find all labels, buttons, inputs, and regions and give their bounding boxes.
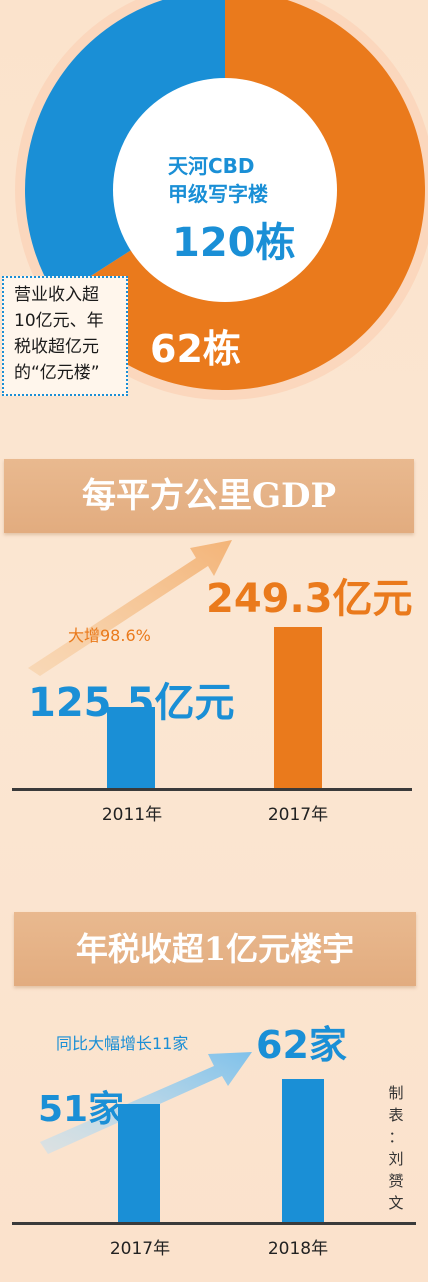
tax-value-2018: 62家 — [256, 1023, 347, 1067]
donut-center-line1: 天河CBD — [168, 154, 255, 178]
gdp-value-2017: 249.3亿元 — [206, 576, 413, 622]
tax-title: 年税收超1亿元楼宇 — [75, 930, 355, 968]
tax-bar-2017 — [118, 1104, 160, 1222]
donut-center-value: 120栋 — [172, 220, 296, 266]
gdp-trend-arrow — [28, 540, 232, 676]
callout-line: 的“亿元楼” — [14, 363, 100, 383]
tax-tick-2018: 2018年 — [267, 1239, 329, 1259]
tax-bar-2018 — [282, 1079, 324, 1222]
donut-segment-value: 62栋 — [150, 327, 241, 371]
gdp-tick-2011: 2011年 — [101, 805, 163, 825]
credit-char: 制 — [388, 1084, 404, 1102]
gdp-note: 大增98.6% — [68, 626, 151, 645]
tax-note: 同比大幅增长11家 — [56, 1034, 189, 1053]
tax-title-banner: 年税收超1亿元楼宇 — [14, 912, 416, 986]
gdp-tick-2017: 2017年 — [267, 805, 329, 825]
credit-char: 赟 — [388, 1172, 404, 1190]
gdp-title-banner: 每平方公里GDP — [4, 459, 414, 533]
donut-center-line2: 甲级写字楼 — [168, 182, 268, 206]
gdp-arrow-shape — [28, 540, 232, 676]
donut-hole — [113, 78, 337, 302]
gdp-axis — [12, 788, 412, 791]
tax-arrow-shape — [40, 1052, 252, 1154]
gdp-bar-2017 — [274, 627, 322, 788]
callout-line: 10亿元、年 — [14, 311, 104, 331]
tax-axis — [12, 1222, 416, 1225]
gdp-title: 每平方公里GDP — [81, 476, 337, 516]
tax-trend-arrow — [40, 1052, 252, 1154]
credit-char: ： — [388, 1128, 404, 1146]
credit: 制 表 ： 刘 赟 文 — [386, 1082, 406, 1214]
gdp-bar-2011 — [107, 706, 155, 788]
credit-char: 表 — [388, 1106, 404, 1124]
tax-value-2017: 51家 — [38, 1089, 125, 1130]
tax-tick-2017: 2017年 — [109, 1239, 171, 1259]
donut-callout: 营业收入超 10亿元、年 税收超亿元 的“亿元楼” — [2, 276, 128, 396]
credit-char: 刘 — [388, 1150, 404, 1168]
callout-line: 税收超亿元 — [14, 337, 99, 357]
callout-line: 营业收入超 — [14, 285, 99, 305]
credit-char: 文 — [388, 1194, 404, 1212]
